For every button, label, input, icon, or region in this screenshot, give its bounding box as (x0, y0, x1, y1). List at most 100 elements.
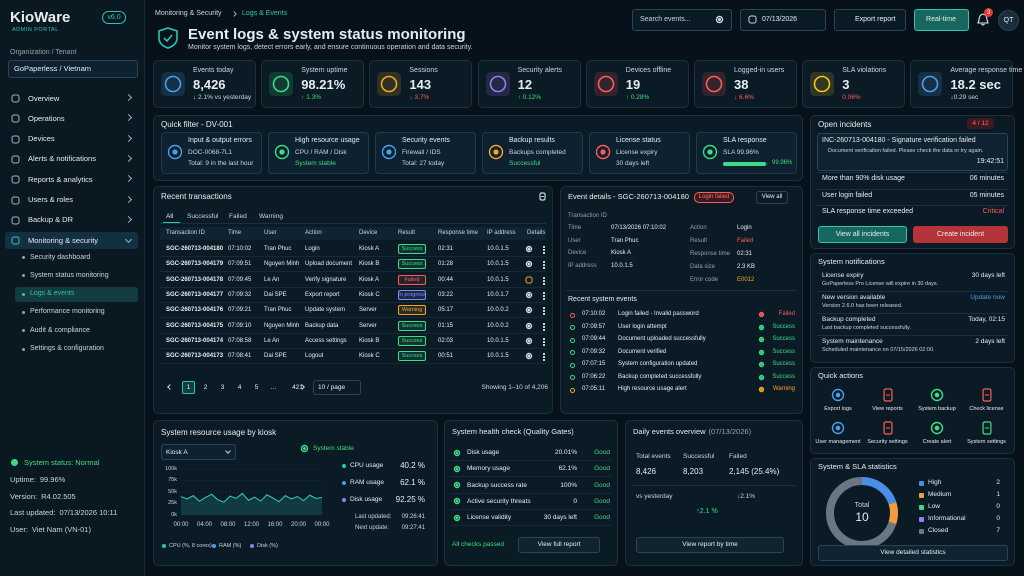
tab[interactable]: Failed (229, 213, 247, 220)
cell: Verify signature (305, 276, 347, 283)
action-label[interactable]: System backup (918, 406, 956, 412)
icon (11, 114, 20, 123)
icon[interactable] (831, 421, 845, 435)
action-label[interactable]: User management (815, 439, 861, 445)
daily-col-value: 8,426 (636, 467, 657, 476)
legend-dot (919, 528, 924, 534)
full-report-btn[interactable] (518, 537, 600, 553)
tab[interactable]: Warning (259, 213, 283, 220)
nav-item[interactable] (5, 131, 138, 148)
column-header: Transaction ID (166, 230, 205, 236)
action-label[interactable]: Check license (969, 406, 1004, 412)
icon-square (11, 155, 20, 164)
icon-ring (525, 322, 533, 329)
health-status: Good (594, 465, 610, 473)
filter-item[interactable] (589, 132, 690, 174)
icon[interactable] (831, 388, 845, 402)
icon[interactable] (930, 421, 944, 435)
avatar[interactable] (998, 10, 1019, 31)
search-box[interactable] (632, 9, 732, 31)
cell: Update system (305, 307, 346, 314)
health-status: Good (594, 514, 610, 522)
icon (525, 276, 533, 284)
page-number: 2 (203, 384, 208, 391)
view-all-label: View all (761, 194, 783, 200)
health-value: 20.01% (554, 449, 577, 456)
status-text: System status: Normal (24, 458, 100, 467)
page-active[interactable] (182, 381, 195, 394)
action-label[interactable]: Create alert (922, 439, 952, 445)
action-label[interactable]: Export logs (824, 406, 852, 412)
icon-square (11, 196, 20, 204)
icon[interactable] (930, 388, 944, 402)
subnav-active[interactable] (15, 286, 138, 302)
filter-line: Total: 9 in the last hour (188, 160, 254, 167)
filter-line: Firewall / IDS (402, 149, 441, 156)
filter-item[interactable] (268, 132, 369, 174)
page-size-select[interactable] (313, 380, 361, 395)
detailed-stats-btn[interactable] (818, 545, 1008, 561)
icon (715, 15, 724, 24)
export-btn[interactable] (834, 9, 906, 31)
filter-item[interactable] (696, 132, 797, 174)
realtime-btn[interactable] (914, 9, 969, 31)
tab[interactable]: Successful (187, 213, 219, 220)
cell: 10.0.1.5 (487, 276, 509, 283)
icon[interactable] (980, 421, 994, 435)
view-all-btn[interactable] (756, 191, 788, 204)
nav-item[interactable] (5, 90, 138, 107)
create-incident-btn[interactable] (913, 226, 1008, 243)
action-label[interactable]: Security settings (867, 439, 908, 445)
cell: Server (359, 307, 377, 314)
kpi-delta: ↓ 3.7% (409, 94, 430, 101)
cell: 05:17 (438, 307, 454, 314)
kpi-card (802, 60, 906, 108)
resource-status: System stable (313, 445, 354, 452)
cell: 07:09:32 (228, 291, 252, 298)
filter-item[interactable] (375, 132, 476, 174)
filter-item[interactable] (482, 132, 583, 174)
date-box[interactable] (740, 9, 826, 31)
metric-value: 40.2 % (400, 461, 425, 470)
field-value: E0012 (737, 276, 755, 283)
action-label[interactable]: View reports (872, 406, 903, 412)
subnav-label: Logs & events (30, 290, 75, 298)
report-time-btn[interactable] (636, 537, 784, 553)
view-incidents-btn[interactable] (818, 226, 907, 243)
sla-legend-name: Informational (928, 515, 966, 522)
filter-line: License expiry (616, 149, 658, 156)
cell: Dai SPE (264, 353, 287, 360)
info-value: 99.96% (39, 475, 66, 484)
tab[interactable]: All (166, 213, 174, 220)
icon-dot (760, 375, 763, 379)
icon-ring (525, 291, 533, 299)
cell: Kiosk C (359, 291, 380, 298)
event-dot (570, 362, 575, 368)
row-sep (160, 271, 546, 273)
icon[interactable] (881, 388, 895, 402)
kiosk-select[interactable] (161, 444, 236, 460)
icon (525, 306, 533, 314)
nav-label: Devices (28, 134, 55, 144)
nav-item[interactable] (5, 110, 138, 127)
incident-main[interactable] (817, 133, 1008, 171)
nav-item[interactable] (5, 232, 138, 250)
org-select[interactable] (8, 60, 138, 78)
metric-value: 92.25 % (395, 495, 425, 504)
event-time: 07:05:11 (582, 386, 605, 392)
notif-sep (817, 335, 1008, 336)
shield-icon (158, 27, 178, 49)
icon-doc (981, 388, 992, 402)
kpi-delta: ↓0.29 sec (950, 94, 979, 101)
action-label[interactable]: System settings (967, 439, 1006, 445)
icon (453, 498, 461, 505)
column-header: Result (398, 230, 416, 236)
cell: Le An (264, 276, 280, 283)
icon[interactable] (980, 388, 994, 402)
result-badge (398, 259, 426, 270)
cell: 07:08:58 (228, 337, 252, 344)
filter-item[interactable] (161, 132, 262, 174)
icon[interactable] (881, 421, 895, 435)
icon (593, 72, 618, 96)
